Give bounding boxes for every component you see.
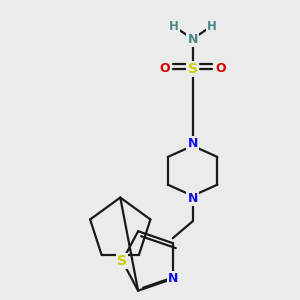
Text: N: N [188, 32, 198, 46]
Text: H: H [169, 20, 179, 33]
Text: N: N [188, 136, 198, 150]
Text: N: N [168, 272, 178, 285]
Text: N: N [188, 192, 198, 205]
Text: O: O [160, 62, 170, 75]
Text: O: O [215, 62, 226, 75]
Text: S: S [117, 254, 127, 268]
Text: S: S [188, 62, 198, 76]
Text: H: H [206, 20, 216, 33]
